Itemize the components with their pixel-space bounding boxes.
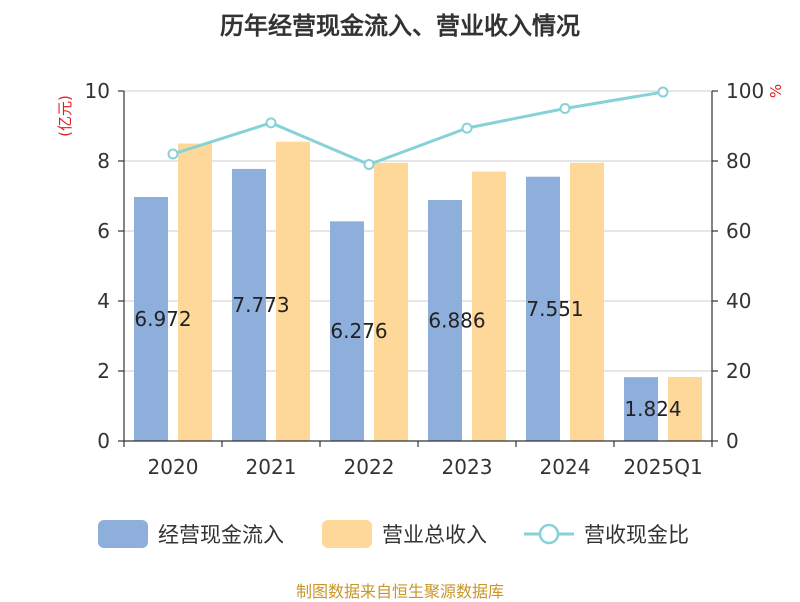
bar-revenue bbox=[668, 376, 702, 441]
data-label: 6.972 bbox=[134, 307, 191, 331]
bar-revenue bbox=[276, 141, 310, 441]
bar-revenue bbox=[374, 162, 408, 441]
bar-revenue bbox=[472, 171, 506, 441]
x-tick-label: 2025Q1 bbox=[623, 455, 702, 479]
line-point bbox=[461, 122, 473, 134]
left-tick-label: 0 bbox=[97, 429, 110, 453]
bar-cash-inflow bbox=[330, 221, 364, 441]
left-tick-label: 10 bbox=[85, 79, 110, 103]
left-axis-unit: (亿元) bbox=[56, 95, 74, 137]
right-tick-label: 100 bbox=[726, 79, 764, 103]
x-tick-label: 2022 bbox=[344, 455, 395, 479]
x-tick-label: 2020 bbox=[148, 455, 199, 479]
bar-revenue bbox=[570, 162, 604, 441]
bar-cash-inflow bbox=[624, 377, 658, 441]
legend-label-cash-inflow: 经营现金流入 bbox=[158, 523, 284, 547]
right-tick-label: 20 bbox=[726, 359, 751, 383]
right-tick-label: 60 bbox=[726, 219, 751, 243]
x-tick-label: 2021 bbox=[246, 455, 297, 479]
bar-cash-inflow bbox=[134, 196, 168, 441]
legend-label-revenue: 营业总收入 bbox=[382, 523, 487, 547]
line-point bbox=[363, 159, 375, 170]
x-tick-label: 2023 bbox=[442, 455, 493, 479]
x-tick-label: 2024 bbox=[540, 455, 591, 479]
gridlines bbox=[124, 90, 712, 372]
right-axis-unit: % bbox=[767, 84, 785, 98]
legend: 经营现金流入 营业总收入 营收现金比 bbox=[98, 520, 689, 548]
right-tick-label: 80 bbox=[726, 149, 751, 173]
bar-cash-inflow bbox=[428, 199, 462, 441]
line-point bbox=[167, 148, 179, 160]
legend-swatch-marker bbox=[538, 523, 560, 545]
chart-title: 历年经营现金流入、营业收入情况 bbox=[220, 12, 580, 40]
bar-cash-inflow bbox=[232, 168, 266, 441]
source-note: 制图数据来自恒生聚源数据库 bbox=[295, 582, 504, 601]
line-layer bbox=[167, 86, 669, 170]
legend-label-ratio: 营收现金比 bbox=[584, 523, 689, 547]
data-label: 6.886 bbox=[428, 308, 485, 332]
right-tick-label: 40 bbox=[726, 289, 751, 313]
data-label: 1.824 bbox=[624, 397, 681, 421]
bar-revenue bbox=[178, 143, 212, 441]
line-point bbox=[657, 86, 669, 98]
left-tick-label: 4 bbox=[97, 289, 110, 313]
data-labels-layer: 6.972 7.773 6.276 6.886 7.551 1.824 bbox=[134, 293, 681, 421]
line-cash-ratio bbox=[172, 90, 664, 167]
legend-swatch-revenue bbox=[322, 520, 372, 548]
bars-layer bbox=[134, 141, 702, 441]
left-tick-label: 2 bbox=[97, 359, 110, 383]
line-point bbox=[265, 117, 277, 129]
legend-swatch-cash-inflow bbox=[98, 520, 148, 548]
data-label: 7.773 bbox=[232, 293, 289, 317]
data-label: 7.551 bbox=[526, 297, 583, 321]
right-tick-label: 0 bbox=[726, 429, 739, 453]
left-tick-label: 8 bbox=[97, 149, 110, 173]
bar-cash-inflow bbox=[526, 176, 560, 441]
left-tick-label: 6 bbox=[97, 219, 110, 243]
line-point bbox=[559, 103, 571, 114]
data-label: 6.276 bbox=[330, 319, 387, 343]
